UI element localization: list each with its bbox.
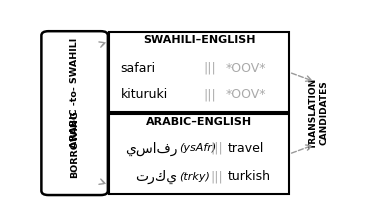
Text: |||: |||: [203, 88, 216, 101]
Text: turkish: turkish: [228, 170, 271, 183]
Text: BORROWING: BORROWING: [70, 110, 79, 178]
Text: SWAHILI–ENGLISH: SWAHILI–ENGLISH: [143, 35, 256, 45]
Text: kituruki: kituruki: [120, 88, 168, 101]
Text: *OOV*: *OOV*: [226, 88, 266, 101]
Text: تركي: تركي: [135, 169, 177, 184]
Text: ARABIC–ENGLISH: ARABIC–ENGLISH: [146, 117, 252, 127]
Text: safari: safari: [120, 62, 156, 75]
FancyBboxPatch shape: [41, 31, 108, 195]
Text: (trky): (trky): [179, 172, 210, 181]
Text: |||: |||: [211, 170, 223, 183]
FancyBboxPatch shape: [109, 114, 289, 194]
Text: (ysAfr): (ysAfr): [179, 143, 216, 153]
Text: |||: |||: [211, 142, 223, 155]
Text: *OOV*: *OOV*: [226, 62, 266, 75]
Text: TRANSLATION
CANDIDATES: TRANSLATION CANDIDATES: [309, 78, 328, 149]
Text: ARABIC -to- SWAHILI: ARABIC -to- SWAHILI: [70, 37, 79, 148]
Text: travel: travel: [228, 142, 264, 155]
Text: يسافر: يسافر: [125, 141, 177, 156]
Text: |||: |||: [203, 62, 216, 75]
FancyBboxPatch shape: [109, 32, 289, 112]
